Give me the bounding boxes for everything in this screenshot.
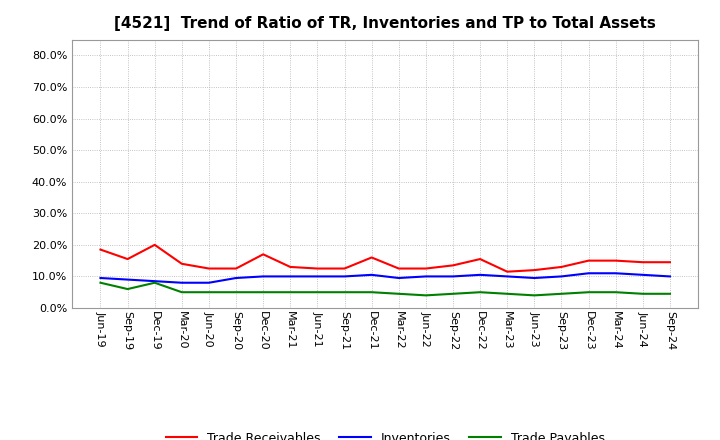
Inventories <box>259 274 268 279</box>
Inventories <box>665 274 674 279</box>
Trade Receivables <box>530 268 539 273</box>
Trade Payables <box>313 290 322 295</box>
Trade Receivables <box>204 266 213 271</box>
Inventories <box>611 271 620 276</box>
Trade Payables <box>341 290 349 295</box>
Line: Trade Payables: Trade Payables <box>101 283 670 295</box>
Trade Receivables <box>123 257 132 262</box>
Inventories <box>96 275 105 281</box>
Trade Payables <box>123 286 132 292</box>
Line: Inventories: Inventories <box>101 273 670 283</box>
Trade Payables <box>557 291 566 297</box>
Trade Payables <box>476 290 485 295</box>
Trade Receivables <box>96 247 105 252</box>
Trade Receivables <box>421 266 430 271</box>
Trade Payables <box>584 290 593 295</box>
Trade Payables <box>259 290 268 295</box>
Inventories <box>639 272 647 278</box>
Trade Receivables <box>313 266 322 271</box>
Trade Payables <box>530 293 539 298</box>
Trade Receivables <box>341 266 349 271</box>
Trade Receivables <box>584 258 593 263</box>
Trade Receivables <box>476 257 485 262</box>
Inventories <box>286 274 294 279</box>
Inventories <box>503 274 511 279</box>
Trade Payables <box>204 290 213 295</box>
Trade Receivables <box>449 263 457 268</box>
Trade Receivables <box>259 252 268 257</box>
Inventories <box>123 277 132 282</box>
Inventories <box>584 271 593 276</box>
Trade Payables <box>367 290 376 295</box>
Inventories <box>178 280 186 286</box>
Trade Payables <box>449 291 457 297</box>
Inventories <box>449 274 457 279</box>
Trade Receivables <box>611 258 620 263</box>
Line: Trade Receivables: Trade Receivables <box>101 245 670 271</box>
Trade Payables <box>503 291 511 297</box>
Trade Receivables <box>367 255 376 260</box>
Inventories <box>557 274 566 279</box>
Trade Receivables <box>286 264 294 270</box>
Inventories <box>395 275 403 281</box>
Inventories <box>476 272 485 278</box>
Trade Payables <box>395 291 403 297</box>
Trade Receivables <box>665 260 674 265</box>
Trade Payables <box>665 291 674 297</box>
Trade Payables <box>150 280 159 286</box>
Inventories <box>341 274 349 279</box>
Inventories <box>530 275 539 281</box>
Trade Receivables <box>395 266 403 271</box>
Trade Receivables <box>557 264 566 270</box>
Trade Receivables <box>503 269 511 274</box>
Trade Payables <box>96 280 105 286</box>
Trade Receivables <box>178 261 186 267</box>
Inventories <box>367 272 376 278</box>
Trade Payables <box>639 291 647 297</box>
Trade Payables <box>232 290 240 295</box>
Inventories <box>204 280 213 286</box>
Trade Payables <box>611 290 620 295</box>
Inventories <box>421 274 430 279</box>
Trade Payables <box>421 293 430 298</box>
Inventories <box>232 275 240 281</box>
Trade Receivables <box>150 242 159 247</box>
Trade Payables <box>286 290 294 295</box>
Legend: Trade Receivables, Inventories, Trade Payables: Trade Receivables, Inventories, Trade Pa… <box>161 427 610 440</box>
Trade Receivables <box>639 260 647 265</box>
Trade Payables <box>178 290 186 295</box>
Inventories <box>313 274 322 279</box>
Trade Receivables <box>232 266 240 271</box>
Inventories <box>150 279 159 284</box>
Title: [4521]  Trend of Ratio of TR, Inventories and TP to Total Assets: [4521] Trend of Ratio of TR, Inventories… <box>114 16 656 32</box>
